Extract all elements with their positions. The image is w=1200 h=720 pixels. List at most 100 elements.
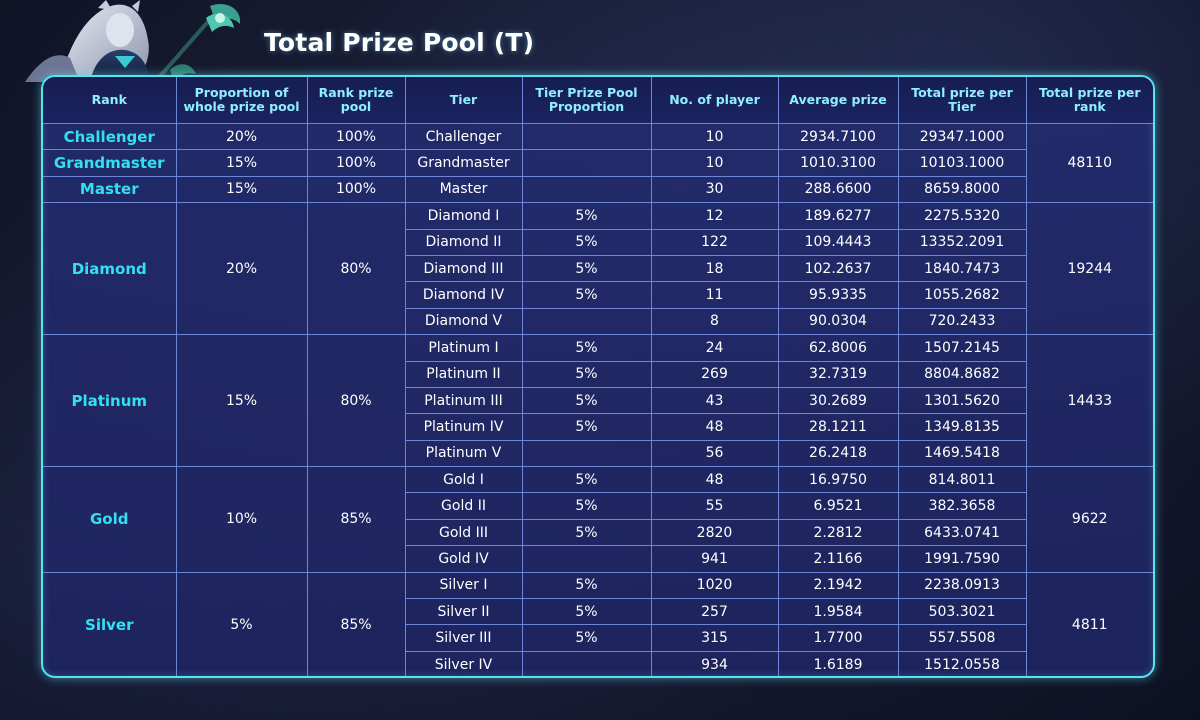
average-prize-cell: 6.9521 bbox=[777, 492, 899, 520]
rank-total-cell: 19244 bbox=[1025, 202, 1153, 336]
players-cell: 122 bbox=[650, 228, 779, 256]
tier-pct-cell: 5% bbox=[521, 254, 652, 283]
tier-pct-cell bbox=[521, 122, 652, 151]
average-prize-cell: 26.2418 bbox=[777, 439, 899, 468]
tier-cell: Diamond V bbox=[404, 307, 523, 336]
tier-cell: Gold IV bbox=[404, 545, 523, 573]
tier-cell: Silver I bbox=[404, 571, 523, 600]
tier-cell: Diamond II bbox=[404, 228, 523, 256]
proportion-cell: 5% bbox=[175, 571, 308, 676]
average-prize-cell: 1010.3100 bbox=[777, 149, 899, 177]
tier-total-cell: 1512.0558 bbox=[897, 650, 1027, 676]
tier-cell: Diamond IV bbox=[404, 281, 523, 309]
champion-portrait bbox=[20, 0, 250, 82]
column-header-average-prize: Average prize bbox=[777, 77, 899, 124]
rank-pool-cell: 100% bbox=[306, 175, 406, 204]
players-cell: 11 bbox=[650, 281, 779, 309]
proportion-cell: 15% bbox=[175, 334, 308, 468]
rank-pool-cell: 85% bbox=[306, 466, 406, 573]
players-cell: 55 bbox=[650, 492, 779, 520]
tier-cell: Platinum IV bbox=[404, 413, 523, 441]
proportion-cell: 15% bbox=[175, 175, 308, 204]
tier-cell: Gold III bbox=[404, 518, 523, 547]
rank-total-cell: 4811 bbox=[1025, 571, 1153, 676]
tier-total-cell: 2238.0913 bbox=[897, 571, 1027, 600]
tier-cell: Platinum I bbox=[404, 334, 523, 362]
tier-total-cell: 814.8011 bbox=[897, 466, 1027, 494]
players-cell: 941 bbox=[650, 545, 779, 573]
table-row: Platinum II 5% 269 32.7319 8804.8682 bbox=[43, 360, 1153, 388]
column-header-total-per-tier: Total prize per Tier bbox=[897, 77, 1027, 124]
tier-pct-cell bbox=[521, 439, 652, 468]
tier-total-cell: 8659.8000 bbox=[897, 175, 1027, 204]
table-header-row: Rank Proportion of whole prize pool Rank… bbox=[43, 77, 1153, 124]
average-prize-cell: 28.1211 bbox=[777, 413, 899, 441]
average-prize-cell: 30.2689 bbox=[777, 386, 899, 415]
table-row: Diamond IV 5% 11 95.9335 1055.2682 bbox=[43, 281, 1153, 309]
players-cell: 48 bbox=[650, 413, 779, 441]
rank-cell: Diamond bbox=[43, 202, 177, 336]
rank-cell: Silver bbox=[43, 571, 177, 676]
tier-pct-cell: 5% bbox=[521, 386, 652, 415]
tier-pct-cell bbox=[521, 149, 652, 177]
average-prize-cell: 2.1942 bbox=[777, 571, 899, 600]
table-row: Gold 10% 85% Gold I 5% 48 16.9750 814.80… bbox=[43, 466, 1153, 573]
rank-pool-cell: 100% bbox=[306, 122, 406, 151]
tier-cell: Platinum II bbox=[404, 360, 523, 388]
table-row: Diamond III 5% 18 102.2637 1840.7473 bbox=[43, 254, 1153, 283]
players-cell: 257 bbox=[650, 598, 779, 626]
tier-pct-cell: 5% bbox=[521, 492, 652, 520]
tier-pct-cell: 5% bbox=[521, 413, 652, 441]
rank-cell: Gold bbox=[43, 466, 177, 573]
tier-pct-cell: 5% bbox=[521, 624, 652, 652]
tier-pct-cell bbox=[521, 545, 652, 573]
column-header-rank: Rank bbox=[43, 77, 177, 124]
tier-pct-cell bbox=[521, 307, 652, 336]
rank-cell: Challenger bbox=[43, 122, 177, 151]
average-prize-cell: 1.7700 bbox=[777, 624, 899, 652]
tier-cell: Platinum V bbox=[404, 439, 523, 468]
column-header-rank-prize-pool: Rank prize pool bbox=[306, 77, 406, 124]
tier-total-cell: 1991.7590 bbox=[897, 545, 1027, 573]
players-cell: 48 bbox=[650, 466, 779, 494]
average-prize-cell: 2.2812 bbox=[777, 518, 899, 547]
players-cell: 56 bbox=[650, 439, 779, 468]
proportion-cell: 20% bbox=[175, 202, 308, 336]
proportion-cell: 20% bbox=[175, 122, 308, 151]
players-cell: 24 bbox=[650, 334, 779, 362]
proportion-cell: 15% bbox=[175, 149, 308, 177]
players-cell: 1020 bbox=[650, 571, 779, 600]
table-row: Diamond II 5% 122 109.4443 13352.2091 bbox=[43, 228, 1153, 256]
tier-pct-cell: 5% bbox=[521, 202, 652, 230]
players-cell: 18 bbox=[650, 254, 779, 283]
prize-pool-table-panel: Rank Proportion of whole prize pool Rank… bbox=[41, 75, 1155, 678]
tier-total-cell: 8804.8682 bbox=[897, 360, 1027, 388]
tier-total-cell: 1469.5418 bbox=[897, 439, 1027, 468]
tier-cell: Gold I bbox=[404, 466, 523, 494]
tier-total-cell: 2275.5320 bbox=[897, 202, 1027, 230]
tier-cell: Silver IV bbox=[404, 650, 523, 676]
average-prize-cell: 32.7319 bbox=[777, 360, 899, 388]
average-prize-cell: 16.9750 bbox=[777, 466, 899, 494]
table-row: Silver II 5% 257 1.9584 503.3021 bbox=[43, 598, 1153, 626]
tier-pct-cell: 5% bbox=[521, 360, 652, 388]
tier-cell: Diamond III bbox=[404, 254, 523, 283]
average-prize-cell: 2934.7100 bbox=[777, 122, 899, 151]
tier-cell: Challenger bbox=[404, 122, 523, 151]
prize-pool-table: Rank Proportion of whole prize pool Rank… bbox=[43, 77, 1153, 676]
average-prize-cell: 62.8006 bbox=[777, 334, 899, 362]
column-header-proportion: Proportion of whole prize pool bbox=[175, 77, 308, 124]
players-cell: 30 bbox=[650, 175, 779, 204]
table-row: Silver IV 934 1.6189 1512.0558 bbox=[43, 650, 1153, 676]
tier-pct-cell: 5% bbox=[521, 334, 652, 362]
table-row: Silver 5% 85% Silver I 5% 1020 2.1942 22… bbox=[43, 571, 1153, 676]
players-cell: 12 bbox=[650, 202, 779, 230]
page-title: Total Prize Pool (T) bbox=[264, 28, 535, 57]
tier-total-cell: 13352.2091 bbox=[897, 228, 1027, 256]
table-row: Grandmaster 15% 100% Grandmaster 10 1010… bbox=[43, 149, 1153, 177]
tier-cell: Diamond I bbox=[404, 202, 523, 230]
rank-total-cell: 48110 bbox=[1025, 122, 1153, 204]
tier-pct-cell bbox=[521, 650, 652, 676]
column-header-tier: Tier bbox=[404, 77, 523, 124]
players-cell: 10 bbox=[650, 122, 779, 151]
